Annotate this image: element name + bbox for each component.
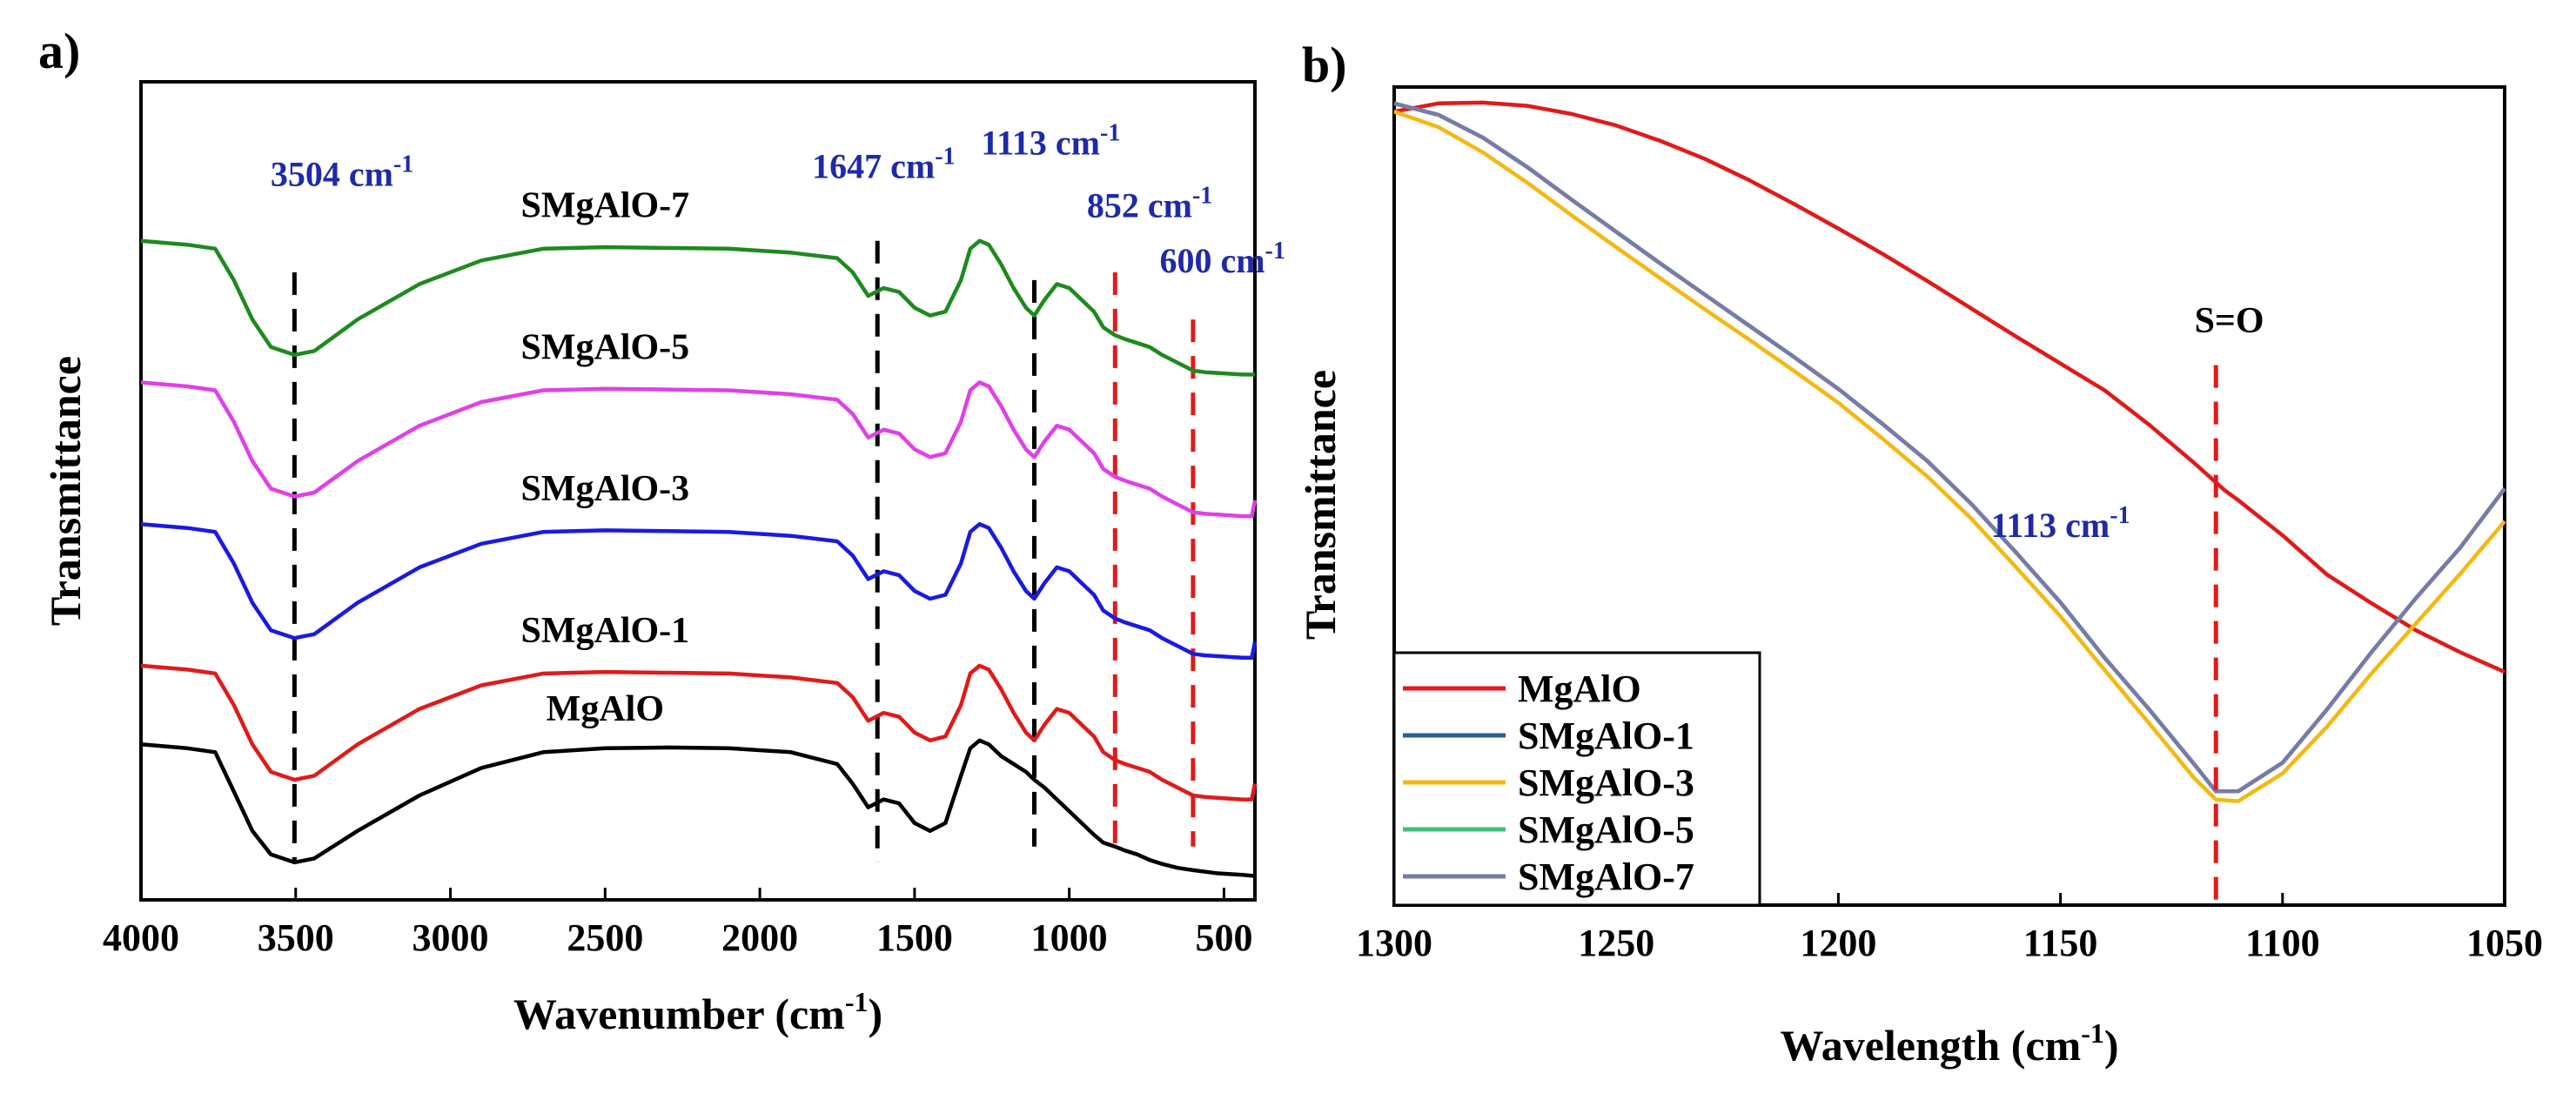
panel-a-peak-labels: 3504 cm-1 1647 cm-1 1113 cm-1 852 cm-1 600 c… [271, 119, 1285, 280]
b-legend-label-mgalo: MgAlO [1518, 668, 1641, 710]
a-series-smgalo-5 [140, 380, 1258, 519]
b-x-tick-label-1300: 1300 [1356, 922, 1432, 964]
panel-a-letter: a) [38, 23, 80, 79]
b-x-tick-label-1100: 1100 [2245, 922, 2320, 964]
a-x-tick-label-3500: 3500 [258, 916, 334, 959]
a-x-tick-label-4000: 4000 [103, 916, 179, 959]
b-series-smgalo-3 [1393, 110, 2506, 803]
panel-a-series [140, 238, 1258, 878]
a-series-mgalo [140, 738, 1255, 878]
b-legend-box [1392, 651, 1761, 907]
panel-a-y-axis-label: Transmittance [41, 356, 90, 626]
a-peak-label-1647-cm: 1647 cm-1 [812, 143, 955, 185]
b-annotation-1113-cm: 1113 cm-1 [1991, 502, 2130, 545]
a-series-label-mgalo: MgAlO [547, 689, 664, 729]
panel-a-peak-lines [292, 240, 1196, 862]
panel-b-x-axis-label: Wavelength (cm-1) [1780, 1017, 2118, 1070]
panel-a-x-axis-label: Wavenumber (cm-1) [513, 986, 882, 1038]
a-series-label-smgalo-1: SMgAlO-1 [521, 611, 690, 651]
a-peak-label-852-cm: 852 cm-1 [1087, 183, 1212, 225]
a-x-tick-label-2000: 2000 [721, 916, 798, 959]
panel-b-x-ticks: 1300 1250 1200 1150 1100 1050 [1356, 893, 2543, 964]
panel-b: b) 1300 1250 1200 1150 1100 1050 S=O 1113 cm-1… [1296, 37, 2543, 1070]
a-peak-label-600-cm: 600 cm-1 [1159, 238, 1285, 280]
a-series-smgalo-3 [140, 521, 1258, 661]
b-series-mgalo [1393, 100, 2506, 674]
panel-b-y-axis-label: Transmittance [1296, 370, 1345, 640]
a-peak-label-3504-cm: 3504 cm-1 [271, 151, 413, 193]
panel-a-frame [139, 80, 1257, 902]
a-series-label-smgalo-7: SMgAlO-7 [521, 186, 690, 226]
b-x-tick-label-1200: 1200 [1800, 922, 1876, 964]
b-series-smgalo-7 [1393, 101, 2506, 794]
b-x-tick-label-1050: 1050 [2466, 922, 2543, 964]
a-x-tick-label-3000: 3000 [413, 916, 489, 959]
b-annotation-s-o: S=O [2195, 301, 2264, 341]
panel-b-frame [1392, 85, 2506, 907]
a-x-tick-label-1000: 1000 [1031, 916, 1108, 959]
a-x-tick-label-500: 500 [1195, 916, 1252, 959]
b-legend-label-smgalo-1: SMgAlO-1 [1518, 715, 1694, 757]
a-series-label-smgalo-5: SMgAlO-5 [521, 327, 690, 367]
panel-b-series [1393, 100, 2506, 803]
panel-b-annotations: S=O 1113 cm-1 [1991, 301, 2264, 545]
a-series-smgalo-1 [140, 663, 1258, 802]
b-legend-label-smgalo-5: SMgAlO-5 [1518, 808, 1694, 851]
b-x-tick-label-1150: 1150 [2023, 922, 2098, 964]
a-peak-label-1113-cm: 1113 cm-1 [981, 119, 1120, 162]
a-x-tick-label-1500: 1500 [876, 916, 953, 959]
panel-a-series-labels: SMgAlO-7 SMgAlO-5 SMgAlO-3 SMgAlO-1 MgAlO [521, 186, 690, 730]
panel-b-letter: b) [1302, 37, 1347, 93]
panel-a: a) 4000 3500 3000 2500 2000 1500 1000 500 SMgAl… [38, 23, 1285, 1038]
panel-a-x-ticks: 4000 3500 3000 2500 2000 1500 1000 500 [103, 888, 1252, 959]
b-legend-label-smgalo-7: SMgAlO-7 [1518, 855, 1694, 898]
b-legend-label-smgalo-3: SMgAlO-3 [1518, 761, 1694, 804]
a-series-smgalo-7 [140, 238, 1255, 377]
b-x-tick-label-1250: 1250 [1578, 922, 1654, 964]
a-x-tick-label-2500: 2500 [567, 916, 643, 959]
a-series-label-smgalo-3: SMgAlO-3 [521, 469, 690, 509]
